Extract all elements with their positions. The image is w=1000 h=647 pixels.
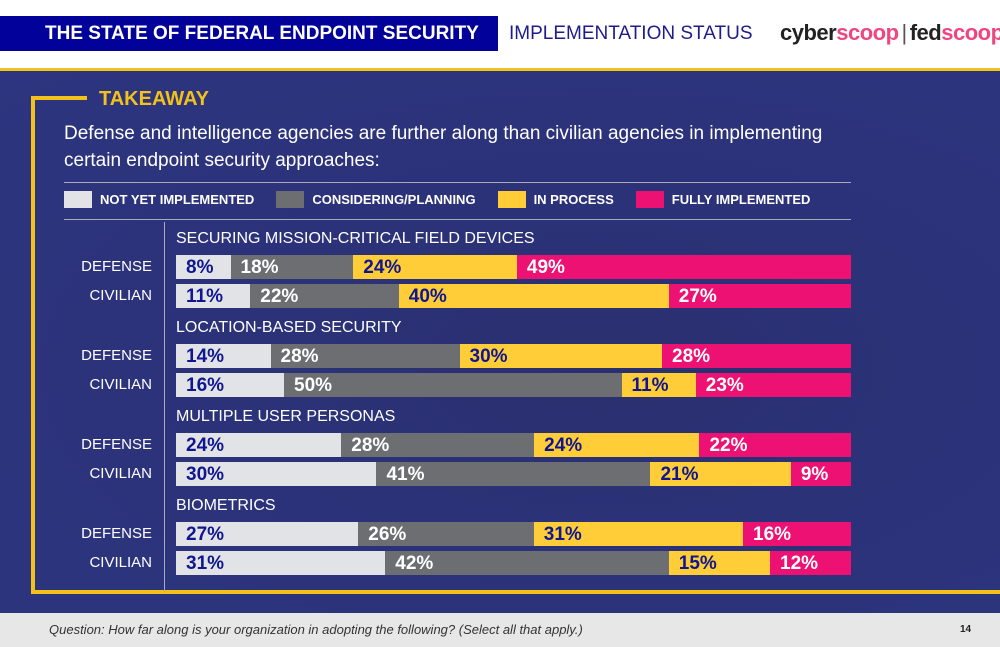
- bracket-top: [31, 96, 87, 100]
- bar-segment-considering-planning: 28%: [270, 344, 460, 368]
- group-title: LOCATION-BASED SECURITY: [176, 319, 402, 336]
- legend-item: FULLY IMPLEMENTED: [635, 191, 811, 208]
- bar-segment-fully-implemented: 22%: [699, 433, 851, 457]
- group-title: BIOMETRICS: [176, 497, 276, 514]
- logo-scoop-2: scoop: [941, 20, 1000, 45]
- legend-item: NOT YET IMPLEMENTED: [64, 191, 254, 208]
- bar-segment-considering-planning: 26%: [358, 522, 534, 546]
- bar-segment-in-process: 40%: [398, 284, 669, 308]
- logo-cyber: cyber: [780, 20, 837, 45]
- bar-segment-fully-implemented: 49%: [516, 255, 851, 279]
- divider: [64, 219, 851, 220]
- bar-segment-not-yet-implemented: 30%: [176, 462, 377, 486]
- bar-segment-considering-planning: 28%: [341, 433, 535, 457]
- bar-segment-considering-planning: 42%: [385, 551, 669, 575]
- legend-label: CONSIDERING/PLANNING: [312, 192, 476, 207]
- group-title: SECURING MISSION-CRITICAL FIELD DEVICES: [176, 230, 535, 247]
- survey-question: Question: How far along is your organiza…: [49, 622, 583, 637]
- legend-label: FULLY IMPLEMENTED: [671, 192, 811, 207]
- bar-segment-fully-implemented: 12%: [770, 551, 851, 575]
- bar-segment-not-yet-implemented: 11%: [176, 284, 251, 308]
- legend-swatch: [276, 191, 305, 208]
- legend-label: IN PROCESS: [533, 192, 614, 207]
- report-title: THE STATE OF FEDERAL ENDPOINT SECURITY: [0, 16, 498, 51]
- stacked-bar: 16% 50% 11% 23%: [176, 373, 851, 397]
- legend-swatch: [497, 191, 526, 208]
- bar-segment-in-process: 30%: [459, 344, 662, 368]
- page-number: 14: [960, 624, 972, 635]
- legend: NOT YET IMPLEMENTED CONSIDERING/PLANNING I…: [64, 191, 832, 208]
- takeaway-label: TAKEAWAY: [99, 88, 210, 110]
- section-title: IMPLEMENTATION STATUS: [509, 23, 753, 44]
- stacked-bar: 31% 42% 15% 12%: [176, 551, 851, 575]
- group-title: MULTIPLE USER PERSONAS: [176, 408, 396, 425]
- bar-segment-in-process: 11%: [621, 373, 696, 397]
- stacked-bar: 14% 28% 30% 28%: [176, 344, 851, 368]
- bar-segment-fully-implemented: 27%: [668, 284, 851, 308]
- bar-segment-not-yet-implemented: 16%: [176, 373, 284, 397]
- logo: cyberscoop | fedscoop: [780, 20, 1000, 46]
- bar-segment-considering-planning: 41%: [376, 462, 651, 486]
- bar-segment-fully-implemented: 23%: [695, 373, 851, 397]
- row-label: CIVILIAN: [89, 287, 152, 304]
- row-label: DEFENSE: [81, 436, 152, 453]
- bar-segment-fully-implemented: 9%: [790, 462, 851, 486]
- stacked-bar: 8% 18% 24% 49%: [176, 255, 851, 279]
- bar-segment-in-process: 31%: [533, 522, 743, 546]
- takeaway-text: Defense and intelligence agencies are fu…: [64, 123, 823, 171]
- bracket-left: [31, 96, 35, 594]
- row-label: CIVILIAN: [89, 465, 152, 482]
- stacked-bar: 30% 41% 21% 9%: [176, 462, 851, 486]
- bar-segment-not-yet-implemented: 31%: [176, 551, 386, 575]
- logo-separator: |: [901, 20, 908, 45]
- axis-line: [164, 222, 165, 592]
- bar-segment-not-yet-implemented: 14%: [176, 344, 271, 368]
- row-label: DEFENSE: [81, 525, 152, 542]
- row-label: CIVILIAN: [89, 376, 152, 393]
- bar-segment-considering-planning: 22%: [250, 284, 399, 308]
- bar-segment-in-process: 24%: [353, 255, 517, 279]
- bar-segment-not-yet-implemented: 8%: [176, 255, 231, 279]
- row-label: CIVILIAN: [89, 554, 152, 571]
- bar-segment-fully-implemented: 28%: [662, 344, 851, 368]
- footer: Question: How far along is your organiza…: [0, 613, 1000, 647]
- bar-segment-fully-implemented: 16%: [743, 522, 851, 546]
- legend-item: CONSIDERING/PLANNING: [276, 191, 476, 208]
- divider: [64, 182, 851, 183]
- legend-label: NOT YET IMPLEMENTED: [100, 192, 255, 207]
- bracket-bottom: [31, 590, 1000, 594]
- stacked-bar: 24% 28% 24% 22%: [176, 433, 851, 457]
- logo-fed: fed: [909, 20, 942, 45]
- row-label: DEFENSE: [81, 347, 152, 364]
- stacked-bar: 11% 22% 40% 27%: [176, 284, 851, 308]
- bar-segment-in-process: 15%: [668, 551, 770, 575]
- legend-item: IN PROCESS: [497, 191, 614, 208]
- bar-segment-considering-planning: 50%: [284, 373, 622, 397]
- legend-swatch: [635, 191, 664, 208]
- bar-segment-in-process: 24%: [534, 433, 700, 457]
- bar-segment-not-yet-implemented: 24%: [176, 433, 342, 457]
- row-label: DEFENSE: [81, 258, 152, 275]
- stacked-bar: 27% 26% 31% 16%: [176, 522, 851, 546]
- bar-segment-considering-planning: 18%: [230, 255, 354, 279]
- legend-swatch: [64, 191, 92, 208]
- bar-segment-in-process: 21%: [650, 462, 791, 486]
- logo-scoop: scoop: [836, 20, 899, 45]
- bar-segment-not-yet-implemented: 27%: [176, 522, 359, 546]
